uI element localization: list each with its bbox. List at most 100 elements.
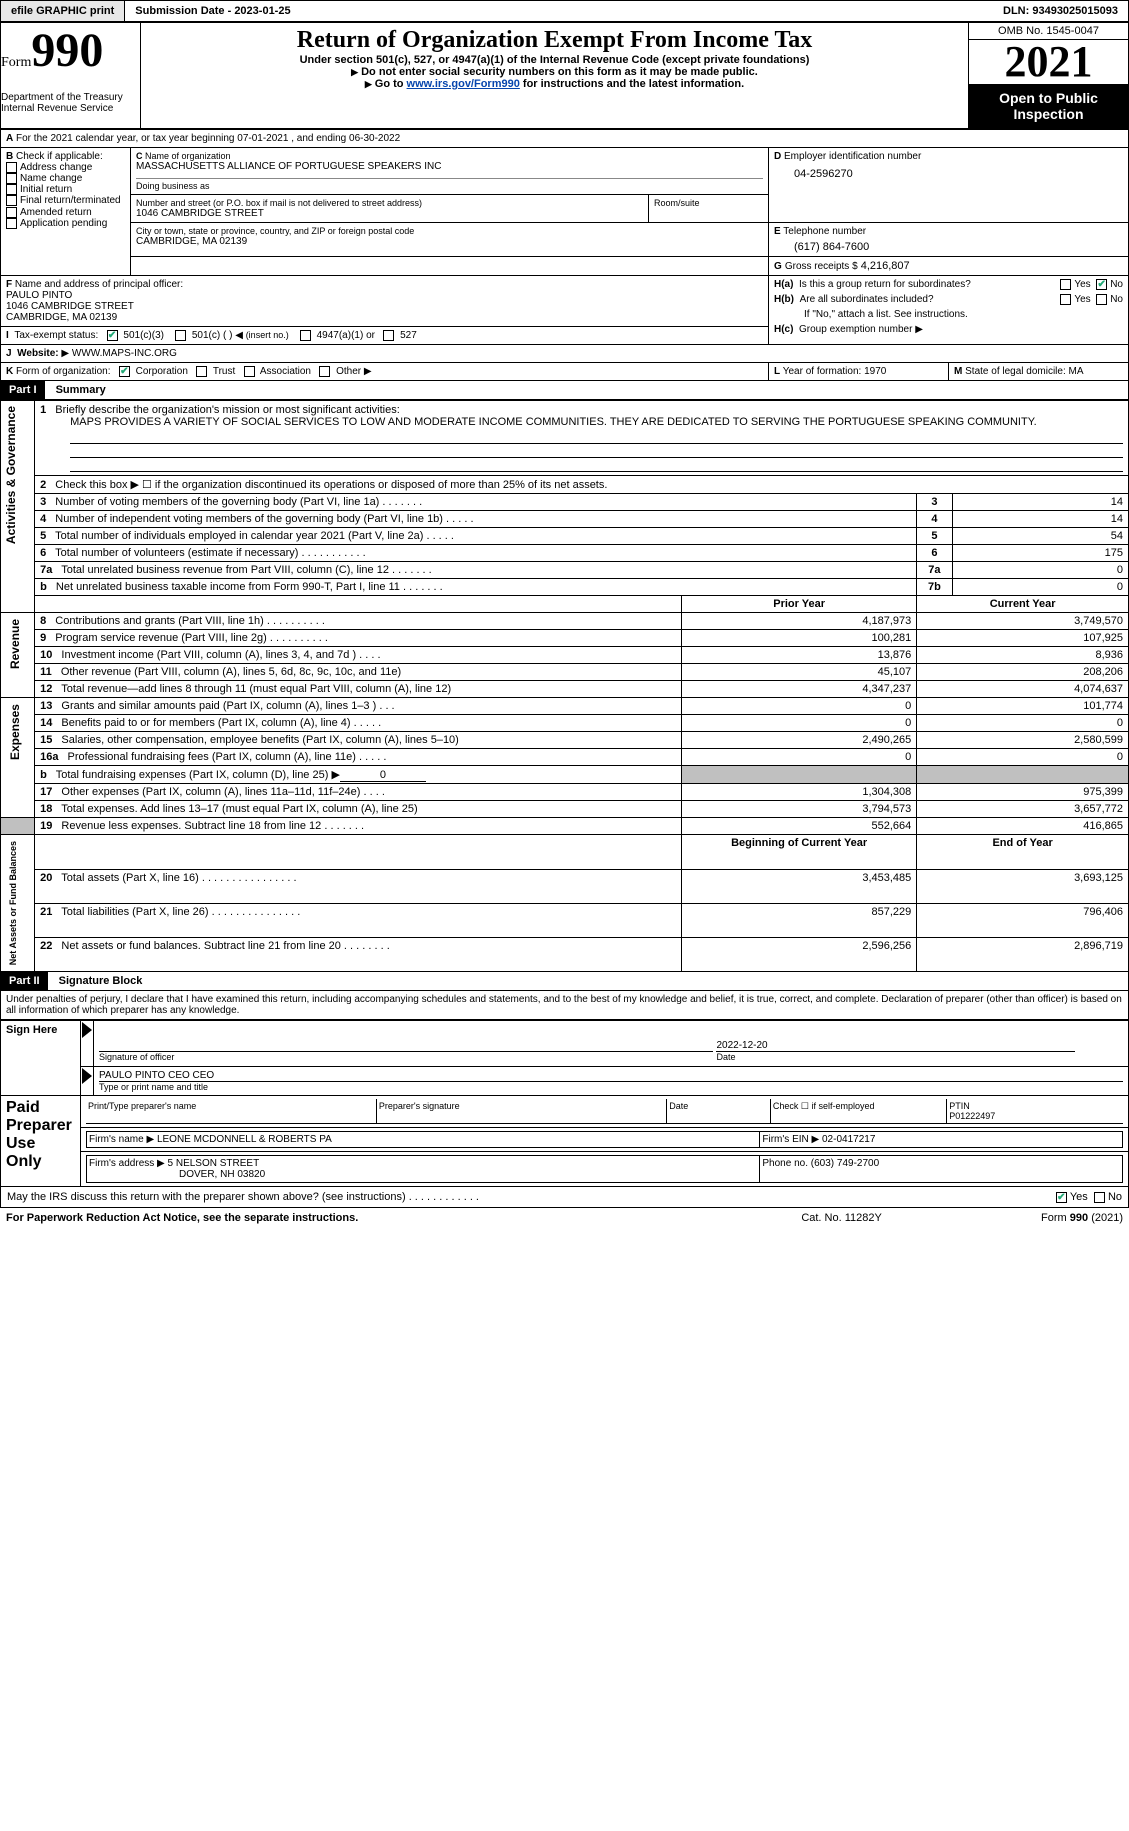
expenses-label: Expenses <box>6 700 24 764</box>
line3-label: Number of voting members of the governin… <box>55 496 379 508</box>
phone-label: Phone no. <box>762 1158 808 1169</box>
line21-curr: 796,406 <box>917 903 1129 937</box>
line1-label: Briefly describe the organization's miss… <box>55 404 399 416</box>
line11-curr: 208,206 <box>917 664 1129 681</box>
perjury-statement: Under penalties of perjury, I declare th… <box>0 991 1129 1020</box>
website-value: WWW.MAPS-INC.ORG <box>72 348 177 359</box>
4947-checkbox[interactable] <box>300 330 311 341</box>
name-change-checkbox[interactable] <box>6 173 17 184</box>
line15-prior: 2,490,265 <box>682 732 917 749</box>
line3-value: 14 <box>952 494 1128 511</box>
gross-value: 4,216,807 <box>861 260 910 272</box>
room-label: Room/suite <box>654 198 763 208</box>
ha-no-checkbox[interactable] <box>1096 279 1107 290</box>
top-bar: efile GRAPHIC print Submission Date - 20… <box>0 0 1129 22</box>
sign-here-label: Sign Here <box>1 1021 81 1096</box>
line7a-value: 0 <box>952 562 1128 579</box>
form-header-table: Form990 Department of the Treasury Inter… <box>0 22 1129 129</box>
line2-text: Check this box ▶ ☐ if the organization d… <box>55 479 607 491</box>
line14-curr: 0 <box>917 715 1129 732</box>
preparer-sig-label: Preparer's signature <box>376 1099 666 1124</box>
501c3-checkbox[interactable] <box>107 330 118 341</box>
discuss-yes-checkbox[interactable] <box>1056 1192 1067 1203</box>
begin-year-header: Beginning of Current Year <box>682 835 917 869</box>
form-org-label: Form of organization: <box>16 366 111 377</box>
line8-curr: 3,749,570 <box>917 613 1129 630</box>
paid-preparer-label: Paid Preparer Use Only <box>1 1096 81 1187</box>
discuss-no-checkbox[interactable] <box>1094 1192 1105 1203</box>
line8-label: Contributions and grants (Part VIII, lin… <box>55 615 264 627</box>
501c-checkbox[interactable] <box>175 330 186 341</box>
officer-addr1: 1046 CAMBRIDGE STREET <box>6 301 763 312</box>
irs-form990-link[interactable]: www.irs.gov/Form990 <box>407 78 520 90</box>
amended-return-checkbox[interactable] <box>6 207 17 218</box>
line14-label: Benefits paid to or for members (Part IX… <box>61 717 350 729</box>
line12-prior: 4,347,237 <box>682 681 917 698</box>
line20-curr: 3,693,125 <box>917 869 1129 903</box>
line8-prior: 4,187,973 <box>682 613 917 630</box>
line12-curr: 4,074,637 <box>917 681 1129 698</box>
corp-checkbox[interactable] <box>119 366 130 377</box>
ha-yes-checkbox[interactable] <box>1060 279 1071 290</box>
part1-table: Activities & Governance 1 Briefly descri… <box>0 400 1129 972</box>
line4-label: Number of independent voting members of … <box>55 513 443 525</box>
line16b-label: Total fundraising expenses (Part IX, col… <box>56 769 340 781</box>
dba-label: Doing business as <box>136 178 763 191</box>
website-label: Website: <box>17 348 59 359</box>
address-change-checkbox[interactable] <box>6 162 17 173</box>
line13-prior: 0 <box>682 698 917 715</box>
trust-checkbox[interactable] <box>196 366 207 377</box>
line15-curr: 2,580,599 <box>917 732 1129 749</box>
officer-typed-name: PAULO PINTO CEO CEO <box>99 1070 1123 1081</box>
check-applicable-label: Check if applicable: <box>16 151 103 162</box>
line7b-value: 0 <box>952 579 1128 596</box>
ptin-label: PTIN <box>949 1101 1121 1111</box>
firm-addr1: 5 NELSON STREET <box>168 1158 260 1169</box>
org-name: MASSACHUSETTS ALLIANCE OF PORTUGUESE SPE… <box>136 161 763 172</box>
final-return-checkbox[interactable] <box>6 195 17 206</box>
current-year-header: Current Year <box>917 596 1129 613</box>
application-pending-checkbox[interactable] <box>6 218 17 229</box>
line10-curr: 8,936 <box>917 647 1129 664</box>
hb-no-checkbox[interactable] <box>1096 294 1107 305</box>
gross-label: Gross receipts $ <box>785 261 858 272</box>
part1-header: Part I <box>1 381 45 399</box>
line18-curr: 3,657,772 <box>917 801 1129 818</box>
self-employed-label: Check ☐ if self-employed <box>770 1099 946 1124</box>
527-checkbox[interactable] <box>383 330 394 341</box>
other-checkbox[interactable] <box>319 366 330 377</box>
line6-value: 175 <box>952 545 1128 562</box>
dln-label: DLN: 93493025015093 <box>993 1 1128 21</box>
end-year-header: End of Year <box>917 835 1129 869</box>
org-name-label: Name of organization <box>145 151 231 161</box>
part1-title: Summary <box>48 381 114 399</box>
city-value: CAMBRIDGE, MA 02139 <box>136 236 763 247</box>
assoc-checkbox[interactable] <box>244 366 255 377</box>
paperwork-notice: For Paperwork Reduction Act Notice, see … <box>0 1208 747 1228</box>
type-name-label: Type or print name and title <box>99 1081 1123 1092</box>
line20-label: Total assets (Part X, line 16) <box>61 872 199 884</box>
mission-text: MAPS PROVIDES A VARIETY OF SOCIAL SERVIC… <box>40 416 1123 428</box>
domicile-label: State of legal domicile: <box>965 366 1066 377</box>
identity-section: A For the 2021 calendar year, or tax yea… <box>0 129 1129 381</box>
city-label: City or town, state or province, country… <box>136 226 763 236</box>
firm-name-value: LEONE MCDONNELL & ROBERTS PA <box>157 1134 332 1145</box>
hb-yes-checkbox[interactable] <box>1060 294 1071 305</box>
line10-prior: 13,876 <box>682 647 917 664</box>
h-note: If "No," attach a list. See instructions… <box>774 309 1123 320</box>
submission-date: Submission Date - 2023-01-25 <box>125 1 300 21</box>
form-subtitle: Under section 501(c), 527, or 4947(a)(1)… <box>141 54 968 66</box>
initial-return-checkbox[interactable] <box>6 184 17 195</box>
line17-prior: 1,304,308 <box>682 784 917 801</box>
line16a-label: Professional fundraising fees (Part IX, … <box>68 751 356 763</box>
print-preparer-label: Print/Type preparer's name <box>86 1099 376 1124</box>
firm-ein-label: Firm's EIN ▶ <box>762 1134 819 1145</box>
line5-label: Total number of individuals employed in … <box>55 530 423 542</box>
line9-curr: 107,925 <box>917 630 1129 647</box>
firm-ein-value: 02-0417217 <box>822 1134 875 1145</box>
firm-addr-label: Firm's address ▶ <box>89 1158 165 1169</box>
sig-officer-label: Signature of officer <box>99 1051 713 1062</box>
line4-value: 14 <box>952 511 1128 528</box>
ein-label: Employer identification number <box>784 151 921 162</box>
efile-print-button[interactable]: efile GRAPHIC print <box>1 1 125 21</box>
